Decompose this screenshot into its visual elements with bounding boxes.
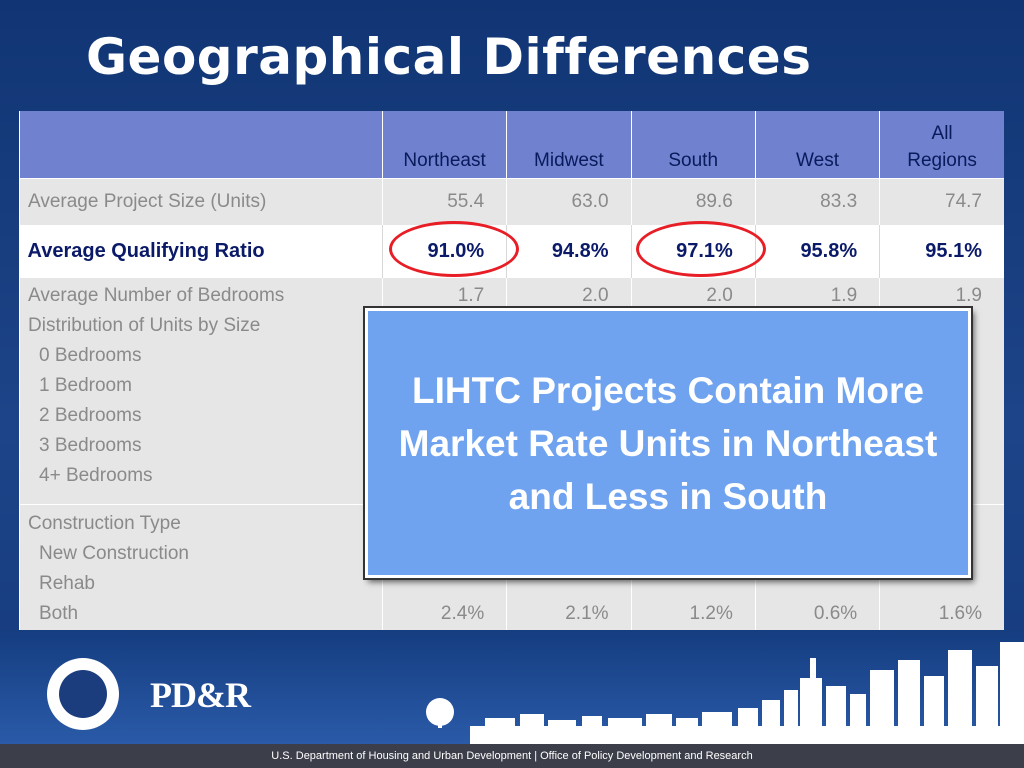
cell-value: 1.9 [830, 285, 858, 306]
highlight-circle-northeast [389, 221, 519, 277]
row-label: Average Number of Bedrooms [28, 285, 285, 306]
cell-value: 2.1% [565, 603, 609, 624]
cell-value: 1.6% [938, 603, 982, 624]
header-northeast: Northeast [381, 111, 507, 179]
hud-seal-logo [47, 658, 119, 730]
header-west: West [754, 111, 880, 179]
cell-midwest: 63.0 [506, 178, 632, 225]
row-label-group: Average Number of Bedrooms Distribution … [19, 277, 383, 505]
cell-value: 2.0 [582, 285, 609, 306]
footer-text: U.S. Department of Housing and Urban Dev… [0, 744, 1024, 768]
highlight-circle-south [636, 221, 766, 277]
header-midwest: Midwest [506, 111, 632, 179]
row-label-group: Construction Type New Construction Rehab… [19, 504, 383, 636]
header-all-regions-line2: Regions [907, 150, 977, 171]
header-south: South [630, 111, 756, 179]
callout-box: LIHTC Projects Contain More Market Rate … [365, 308, 971, 578]
cell-value: 0.6% [813, 603, 858, 624]
row-label: Both [39, 603, 79, 624]
cell-value: 1.7 [457, 285, 485, 306]
header-midwest-text: Midwest [534, 150, 604, 171]
cell-value: 1.2% [689, 603, 733, 624]
pdr-logo: PD&R [150, 675, 251, 715]
skyline-graphic [0, 630, 1024, 744]
table-row-project-size: Average Project Size (Units) 55.4 63.0 8… [19, 178, 1004, 225]
row-label: Rehab [39, 573, 95, 594]
cell-south: 89.6 [630, 178, 756, 225]
row-label: 3 Bedrooms [39, 435, 142, 456]
row-label: Average Qualifying Ratio [19, 225, 383, 278]
row-label: Construction Type [28, 513, 181, 534]
cell-all-regions: 95.1% [879, 225, 1004, 278]
cell-northeast: 55.4 [381, 178, 507, 225]
row-label: 4+ Bedrooms [39, 465, 153, 486]
row-label: New Construction [39, 543, 189, 564]
header-all-regions: All Regions [879, 111, 1004, 179]
row-label: 2 Bedrooms [39, 405, 142, 426]
cell-value: 2.0 [706, 285, 733, 306]
cell-all-regions: 74.7 [879, 178, 1004, 225]
callout-text: LIHTC Projects Contain More Market Rate … [398, 369, 938, 517]
cell-west: 83.3 [754, 178, 880, 225]
header-all-regions-line1: All [931, 123, 953, 144]
cell-value: 2.4% [440, 603, 485, 624]
row-label: Distribution of Units by Size [28, 315, 261, 336]
header-west-text: West [796, 150, 839, 171]
cell-midwest: 94.8% [506, 225, 632, 278]
row-label: Average Project Size (Units) [19, 178, 383, 225]
cell-west: 95.8% [754, 225, 880, 278]
row-label: 0 Bedrooms [39, 345, 142, 366]
header-south-text: South [668, 150, 719, 171]
header-blank [19, 111, 383, 179]
footer: PD&R U.S. Department of Housing and Urba… [0, 630, 1024, 768]
cell-value: 1.9 [955, 285, 982, 306]
header-northeast-text: Northeast [403, 150, 486, 171]
row-label: 1 Bedroom [39, 375, 132, 396]
slide-title: Geographical Differences [86, 28, 812, 86]
